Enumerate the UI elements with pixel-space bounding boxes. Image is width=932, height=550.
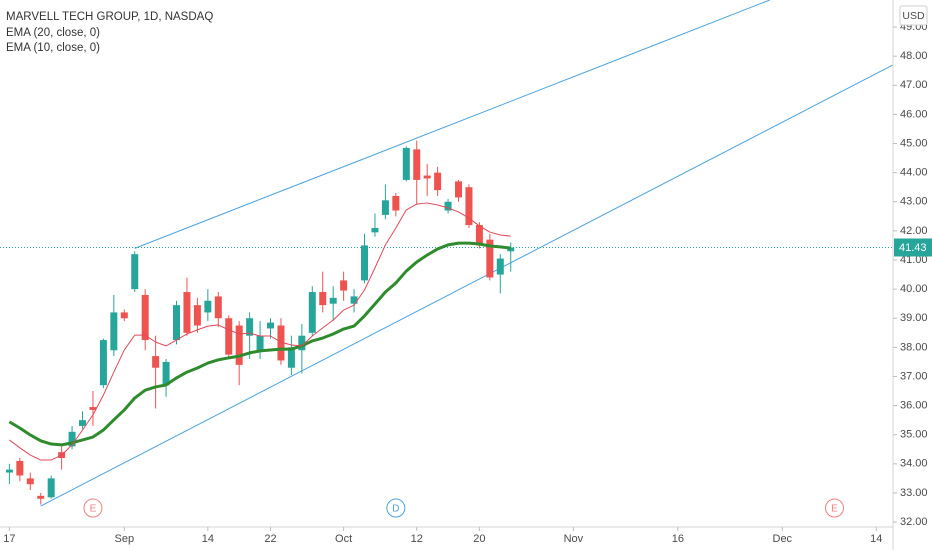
event-marker: [825, 498, 845, 518]
candle-body: [486, 239, 494, 278]
candle-body: [37, 495, 45, 499]
x-tick-label: Sep: [114, 533, 134, 545]
candle-body: [319, 292, 327, 306]
chart-title: MARVELL TECH GROUP, 1D, NASDAQ: [6, 11, 213, 23]
legend-entry: EMA (10, close, 0): [6, 42, 100, 54]
candle-body: [371, 227, 379, 233]
y-tick-label: 38.00: [900, 341, 928, 353]
x-tick-label: Oct: [335, 533, 352, 545]
last-price-label: 41.43: [899, 242, 927, 254]
y-tick-label: 46.00: [900, 108, 928, 120]
x-tick-label: 12: [411, 533, 423, 545]
event-marker: [386, 498, 406, 518]
y-tick-label: 45.00: [900, 137, 928, 149]
candle-body: [110, 312, 118, 351]
candle-body: [434, 172, 442, 191]
y-tick-label: 35.00: [900, 429, 928, 441]
candle-body: [402, 147, 410, 180]
x-tick-label: Nov: [564, 533, 584, 545]
x-tick-label: 17: [3, 533, 15, 545]
candle-body: [26, 478, 34, 485]
y-tick-label: 39.00: [900, 312, 928, 324]
candle-body: [120, 312, 128, 319]
currency-label[interactable]: USD: [902, 10, 925, 22]
y-tick-label: 41.00: [900, 254, 928, 266]
candle-body: [350, 296, 358, 304]
plot-area: [0, 0, 893, 507]
x-tick-label: Dec: [773, 533, 793, 545]
candle-body: [423, 175, 431, 179]
y-tick-label: 36.00: [900, 399, 928, 411]
candle-body: [162, 361, 170, 386]
trend-line: [40, 64, 893, 507]
candle-body: [16, 460, 24, 476]
candle-body: [152, 356, 160, 368]
trend-line: [134, 0, 770, 249]
candle-body: [277, 325, 285, 361]
candle-body: [204, 300, 212, 313]
y-tick-label: 48.00: [900, 50, 928, 62]
candle-body: [5, 469, 13, 473]
y-tick-label: 32.00: [900, 516, 928, 528]
candle-body: [413, 149, 421, 180]
ema-line: [9, 202, 511, 461]
event-label: E: [831, 504, 838, 515]
candle-body: [68, 431, 76, 447]
candle-body: [99, 340, 107, 386]
candle-body: [183, 292, 191, 333]
event-label: D: [392, 504, 399, 515]
y-tick-label: 34.00: [900, 458, 928, 470]
candle-body: [256, 335, 264, 351]
candle-body: [287, 347, 295, 368]
y-tick-label: 47.00: [900, 79, 928, 91]
candle-body: [214, 296, 222, 319]
candle-body: [225, 318, 233, 355]
candle-body: [193, 305, 201, 326]
candle-body: [267, 322, 275, 329]
x-tick-label: 14: [202, 533, 214, 545]
last-price-box: [894, 238, 932, 257]
candle-body: [173, 305, 181, 341]
candle-body: [329, 297, 337, 304]
y-tick-label: 37.00: [900, 370, 928, 382]
candle-body: [141, 294, 149, 341]
candle-body: [361, 245, 369, 281]
candle-body: [131, 254, 139, 290]
candle-body: [392, 195, 400, 211]
x-tick-label: 22: [264, 533, 276, 545]
candle-body: [246, 318, 254, 336]
candle-body: [47, 478, 55, 498]
candle-body: [89, 407, 97, 410]
candle-body: [496, 258, 504, 275]
y-tick-label: 44.00: [900, 167, 928, 179]
axes: 32.00 33.00 34.00 35.00 36.00 37.00 38.00 39.00…: [3, 21, 927, 545]
candle-body: [475, 225, 483, 246]
candle-body: [444, 201, 452, 211]
y-tick-label: 40.00: [900, 283, 928, 295]
currency-box[interactable]: [899, 5, 928, 26]
y-tick-label: 33.00: [900, 487, 928, 499]
candle-body: [507, 247, 515, 252]
x-tick-label: 20: [473, 533, 485, 545]
event-label: E: [90, 504, 97, 515]
candle-body: [340, 280, 348, 291]
y-tick-label: 43.00: [900, 196, 928, 208]
candle-body: [298, 335, 306, 351]
y-tick-label: 42.00: [900, 225, 928, 237]
candle-body: [381, 200, 389, 215]
candle-body: [465, 187, 473, 226]
legend-entry: EMA (20, close, 0): [6, 27, 100, 39]
candle-body: [235, 325, 243, 365]
candle-body: [308, 292, 316, 333]
candle-body: [455, 181, 463, 198]
x-tick-label: 16: [672, 533, 684, 545]
event-marker: [83, 498, 103, 518]
ema-line: [8, 241, 511, 447]
candle-body: [79, 420, 87, 426]
x-tick-label: 14: [870, 533, 882, 545]
